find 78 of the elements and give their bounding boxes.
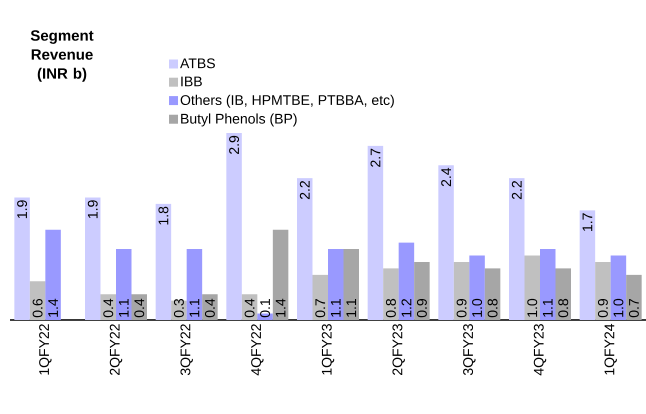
- bar: [626, 274, 642, 320]
- x-tick-label: 2QFY22: [110, 324, 122, 375]
- data-label: 0.7: [315, 299, 326, 318]
- legend-label: ATBS: [180, 58, 215, 68]
- x-tick-label: 1QFY23: [322, 324, 334, 375]
- bar: [414, 262, 430, 320]
- bar: [226, 132, 242, 320]
- x-tick-label: 3QFY23: [463, 324, 476, 376]
- data-label: 1.0: [613, 298, 624, 317]
- data-label: 1.0: [527, 298, 538, 317]
- data-label: 0.1: [260, 299, 270, 318]
- bar: [509, 178, 524, 320]
- x-tick-label: 3QFY22: [180, 324, 193, 376]
- bar: [344, 249, 359, 320]
- data-label: 0.8: [558, 298, 568, 318]
- data-label: 2.2: [512, 181, 522, 200]
- bar: [272, 230, 288, 320]
- bar: [116, 249, 132, 320]
- data-label: 2.4: [441, 168, 451, 186]
- bar: [297, 178, 312, 320]
- chart-title: Segment Revenue (INR b): [30, 30, 94, 82]
- legend-label: Butyl Phenols (BP): [181, 113, 297, 126]
- bar: [610, 256, 626, 320]
- data-label: 1.4: [48, 298, 58, 317]
- data-label: 1.9: [17, 200, 28, 218]
- data-label: 0.6: [32, 298, 43, 318]
- bar: [328, 249, 344, 320]
- bar: [368, 146, 384, 320]
- bar: [555, 268, 571, 320]
- data-label: 0.9: [456, 298, 467, 318]
- bar: [438, 165, 454, 320]
- bar: [312, 274, 328, 320]
- x-tick-label: 1QFY24: [604, 324, 617, 375]
- data-label: 0.4: [204, 298, 215, 318]
- data-label: 1.7: [582, 213, 592, 231]
- data-label: 1.4: [276, 298, 286, 317]
- data-label: 0.9: [598, 298, 608, 318]
- data-label: 1.1: [330, 299, 341, 317]
- data-label: 1.1: [190, 299, 200, 317]
- data-label: 1.1: [542, 299, 553, 317]
- data-label: 0.9: [416, 298, 427, 318]
- bar: [398, 242, 414, 320]
- data-label: 2.7: [370, 148, 380, 167]
- bar: [30, 281, 46, 320]
- bar: [580, 210, 596, 320]
- bar: [45, 230, 61, 320]
- legend-label: IBB: [181, 76, 202, 86]
- bar: [383, 268, 399, 320]
- bar: [156, 204, 172, 320]
- data-label: 1.2: [402, 299, 412, 317]
- bar: [469, 256, 485, 320]
- data-label: 0.8: [386, 298, 396, 318]
- bar: [540, 249, 556, 320]
- data-label: 1.1: [118, 299, 129, 317]
- x-tick-label: 1QFY22: [39, 324, 52, 375]
- data-label: 1.9: [88, 200, 98, 218]
- legend-label: Others (IB, HPMTBE, PTBBA, etc): [180, 94, 394, 108]
- bar: [595, 262, 611, 320]
- data-label: 0.4: [134, 298, 144, 318]
- x-tick-label: 4QFY23: [534, 324, 546, 376]
- bar: [186, 249, 202, 320]
- data-label: 0.7: [628, 299, 639, 318]
- bar: [484, 268, 500, 320]
- bar: [85, 197, 101, 320]
- data-label: 0.8: [488, 298, 498, 318]
- data-label: 0.3: [174, 298, 184, 318]
- data-label: 2.2: [300, 181, 310, 200]
- bar: [14, 197, 30, 320]
- x-tick-label: 2QFY23: [392, 324, 405, 375]
- data-label: 1.0: [472, 298, 482, 317]
- data-label: 1.8: [158, 206, 168, 225]
- data-label: 0.4: [244, 298, 255, 318]
- bar: [524, 256, 540, 320]
- data-label: 0.4: [103, 298, 114, 318]
- data-label: 1.1: [346, 299, 356, 317]
- bar: [454, 262, 470, 320]
- x-tick-label: 4QFY22: [251, 324, 264, 376]
- data-label: 2.9: [229, 136, 240, 154]
